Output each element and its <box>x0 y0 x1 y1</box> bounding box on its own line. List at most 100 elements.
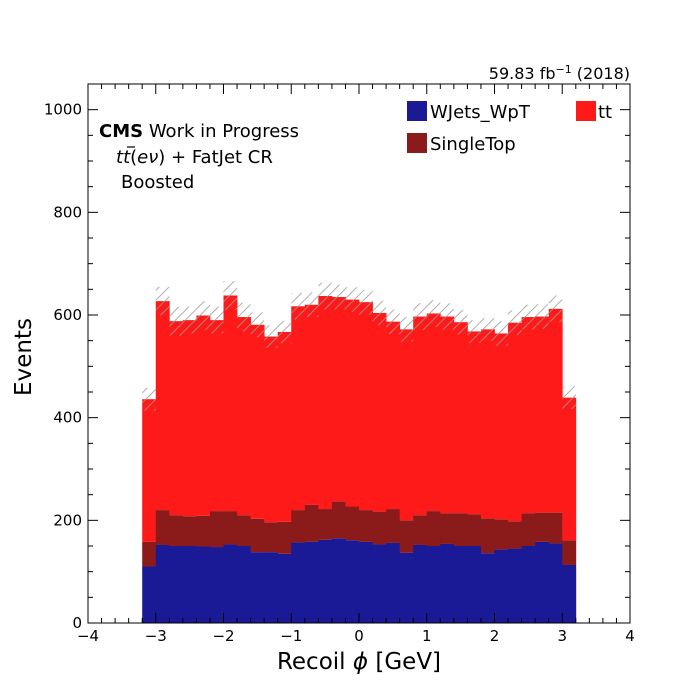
bar-singletop-9 <box>264 522 279 553</box>
bar-singletop-2 <box>169 515 184 546</box>
bar-wjets-31 <box>562 564 577 623</box>
bar-tt-10 <box>277 331 292 522</box>
uncertainty-band-18 <box>386 309 400 334</box>
bar-singletop-28 <box>521 513 536 546</box>
uncertainty-band-28 <box>521 304 536 330</box>
bar-tt-29 <box>535 316 550 513</box>
bar-wjets-10 <box>277 553 292 623</box>
bar-singletop-27 <box>508 521 522 549</box>
uncertainty-band-26 <box>494 321 509 346</box>
y-axis-title: Events <box>11 318 37 396</box>
bar-singletop-13 <box>318 509 333 540</box>
y-tick-label: 600 <box>53 306 82 324</box>
y-tick-label: 800 <box>53 203 82 221</box>
bar-tt-6 <box>223 295 238 512</box>
uncertainty-band-9 <box>264 325 278 348</box>
legend-label-wjets: WJets_WpT <box>430 102 531 123</box>
bar-tt-20 <box>413 316 428 516</box>
bar-tt-1 <box>155 301 170 511</box>
uncertainty-band-25 <box>480 318 495 341</box>
uncertainty-band-23 <box>453 309 468 335</box>
bar-tt-0 <box>142 399 157 542</box>
bar-tt-31 <box>562 397 577 541</box>
y-tick-label: 200 <box>53 511 82 529</box>
bar-singletop-29 <box>535 512 550 542</box>
uncertainty-band-10 <box>277 320 292 344</box>
uncertainty-band-30 <box>548 295 563 323</box>
bar-tt-17 <box>372 312 387 512</box>
x-tick-label: 0 <box>354 627 364 645</box>
bar-wjets-11 <box>291 542 306 623</box>
uncertainty-band-19 <box>399 317 414 342</box>
bar-tt-24 <box>467 331 482 515</box>
bar-singletop-17 <box>372 511 387 545</box>
plot-frame <box>87 83 631 624</box>
uncertainty-band-14 <box>331 284 346 310</box>
uncertainty-band-31 <box>562 386 576 409</box>
x-tick-label: −3 <box>145 627 167 645</box>
bar-wjets-17 <box>372 544 387 623</box>
legend-swatch-wjets <box>407 101 427 121</box>
uncertainty-band-0 <box>142 387 156 411</box>
bar-singletop-3 <box>182 516 197 546</box>
bar-wjets-23 <box>453 546 468 623</box>
bar-wjets-22 <box>440 543 455 623</box>
bar-tt-7 <box>237 317 251 516</box>
uncertainty-band-16 <box>359 289 373 315</box>
region-label: tt(eν) + FatJet CR <box>116 147 273 168</box>
uncertainty-band-22 <box>440 303 454 330</box>
bar-wjets-9 <box>264 552 279 623</box>
x-tick-label: −2 <box>212 627 234 645</box>
bar-tt-2 <box>169 321 184 516</box>
bar-singletop-31 <box>562 540 577 565</box>
cms-label: CMS Work in Progress <box>99 121 299 142</box>
uncertainty-band-17 <box>372 300 387 326</box>
bar-wjets-0 <box>142 566 157 623</box>
bar-wjets-27 <box>508 548 522 623</box>
uncertainty-band-3 <box>182 306 197 334</box>
bar-singletop-20 <box>413 515 428 545</box>
x-tick-label: 3 <box>557 627 567 645</box>
bar-wjets-14 <box>331 538 346 623</box>
uncertainty-band-4 <box>196 301 210 330</box>
y-tick-label: 400 <box>53 409 82 427</box>
bar-singletop-5 <box>209 511 224 548</box>
y-tick-label: 1000 <box>44 101 82 119</box>
uncertainty-band-29 <box>535 304 549 329</box>
legend: WJets_WpT tt SingleTop <box>407 101 612 155</box>
bar-tt-8 <box>250 324 265 519</box>
legend-label-tt: tt <box>598 102 612 123</box>
bar-tt-15 <box>345 299 360 507</box>
bar-singletop-12 <box>304 504 319 542</box>
bar-singletop-25 <box>480 518 495 554</box>
bar-singletop-4 <box>196 515 211 547</box>
stacked-bars <box>142 295 577 623</box>
uncertainty-band-27 <box>508 310 522 336</box>
legend-label-singletop: SingleTop <box>430 134 516 155</box>
bar-wjets-12 <box>304 541 319 623</box>
bar-tt-23 <box>453 322 468 514</box>
bar-tt-4 <box>196 315 211 516</box>
uncertainty-band-20 <box>413 303 427 330</box>
x-tick-label: 2 <box>490 627 500 645</box>
bar-wjets-13 <box>318 539 333 623</box>
bar-tt-21 <box>426 313 441 512</box>
bar-singletop-26 <box>494 519 509 550</box>
uncertainty-band-13 <box>318 282 332 310</box>
bar-tt-3 <box>182 320 197 517</box>
x-tick-label: −1 <box>280 627 302 645</box>
bar-tt-5 <box>209 320 224 512</box>
bar-tt-9 <box>264 336 279 523</box>
uncertainty-band-6 <box>223 281 238 310</box>
bar-tt-28 <box>521 317 536 514</box>
boosted-label: Boosted <box>121 172 194 193</box>
bar-singletop-11 <box>291 510 306 543</box>
bar-tt-19 <box>399 329 414 521</box>
bar-wjets-7 <box>237 546 251 623</box>
uncertainty-band-8 <box>250 312 265 338</box>
bar-singletop-24 <box>467 514 482 546</box>
legend-swatch-tt <box>576 101 596 121</box>
luminosity-label: 59.83 fb−1 (2018) <box>489 63 630 83</box>
bar-singletop-14 <box>331 501 346 539</box>
